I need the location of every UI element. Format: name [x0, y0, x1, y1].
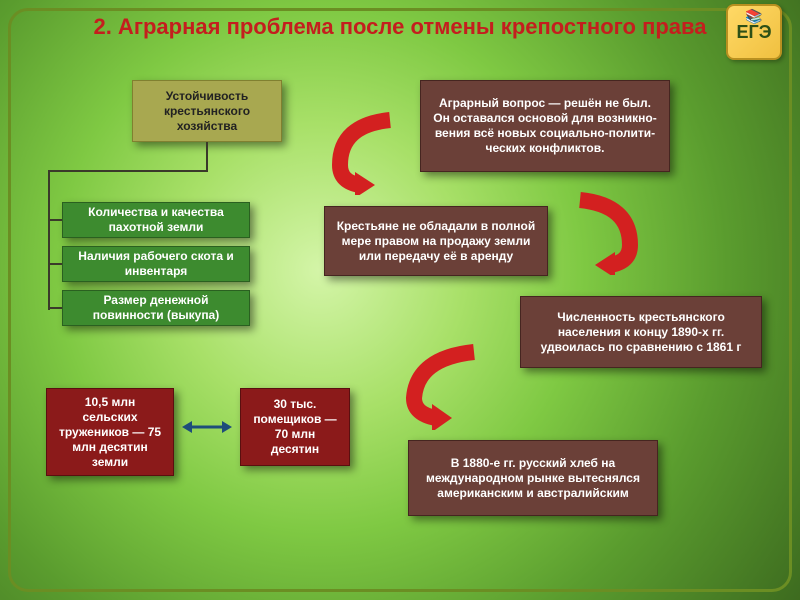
logo-text: ЕГЭ [736, 22, 771, 43]
box-child2: Наличия рабочего скота и инвентаря [62, 246, 250, 282]
curved-arrow-2 [560, 190, 650, 275]
box-issue4-text: В 1880-е гг. русский хлеб на международн… [418, 456, 648, 501]
tree-line-v2 [48, 170, 50, 310]
box-child3: Размер денежной повинности (выкупа) [62, 290, 250, 326]
box-issue2: Крестьяне не обладали в полной мере прав… [324, 206, 548, 276]
tree-line-h2 [48, 219, 62, 221]
box-issue3: Численность крестьянского населения к ко… [520, 296, 762, 368]
box-issue1-text: Аграрный вопрос — решён не был. Он остав… [430, 96, 660, 156]
double-arrow-icon [182, 418, 232, 436]
box-issue1: Аграрный вопрос — решён не был. Он остав… [420, 80, 670, 172]
tree-line-v1 [206, 142, 208, 172]
ege-logo: ЕГЭ [726, 4, 782, 60]
box-root-text: Устойчивость крестьянского хозяйства [142, 89, 272, 134]
box-stat1-text: 10,5 млн сельских тружеников — 75 млн де… [56, 395, 164, 470]
box-stat2-text: 30 тыс. помещиков — 70 млн десятин [250, 397, 340, 457]
box-issue2-text: Крестьяне не обладали в полной мере прав… [334, 219, 538, 264]
box-issue4: В 1880-е гг. русский хлеб на международн… [408, 440, 658, 516]
curved-arrow-3 [392, 340, 492, 430]
tree-line-h4 [48, 307, 62, 309]
box-issue3-text: Численность крестьянского населения к ко… [530, 310, 752, 355]
tree-line-h1 [48, 170, 208, 172]
box-stat2: 30 тыс. помещиков — 70 млн десятин [240, 388, 350, 466]
box-stat1: 10,5 млн сельских тружеников — 75 млн де… [46, 388, 174, 476]
box-child1: Количества и качества пахотной земли [62, 202, 250, 238]
box-child2-text: Наличия рабочего скота и инвентаря [72, 249, 240, 279]
curved-arrow-1 [320, 110, 410, 195]
box-root: Устойчивость крестьянского хозяйства [132, 80, 282, 142]
box-child3-text: Размер денежной повинности (выкупа) [72, 293, 240, 323]
box-child1-text: Количества и качества пахотной земли [72, 205, 240, 235]
tree-line-h3 [48, 263, 62, 265]
